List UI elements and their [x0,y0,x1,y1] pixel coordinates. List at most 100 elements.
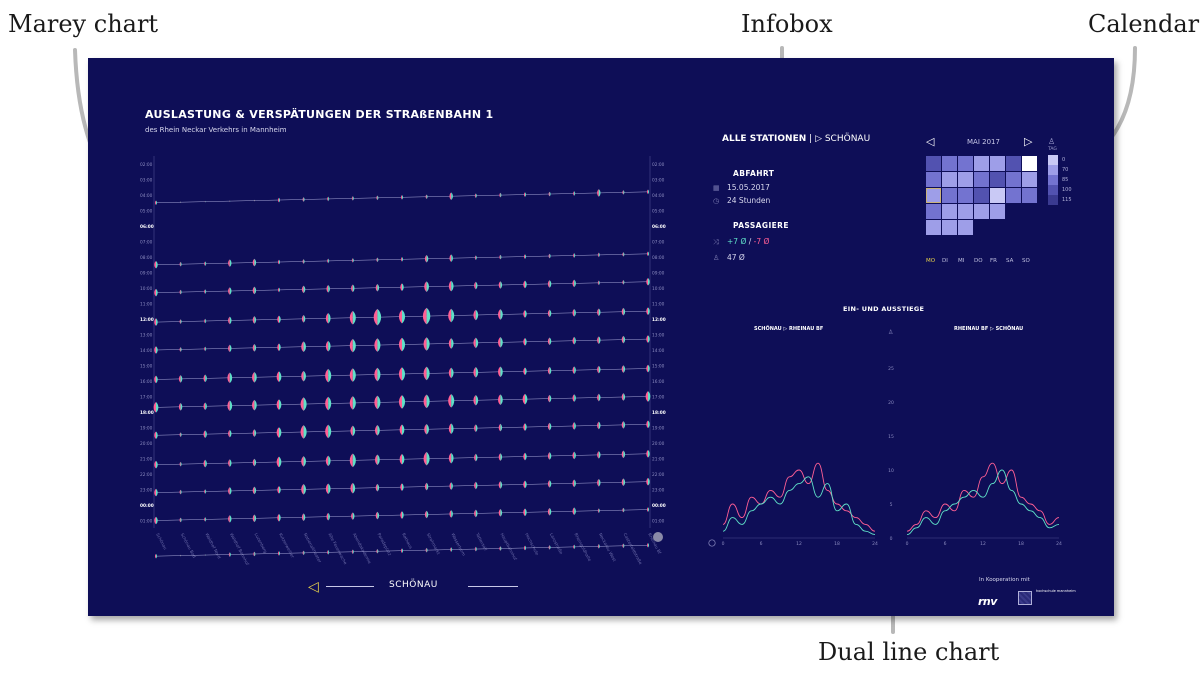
boarding-mark[interactable] [648,477,650,486]
boarding-mark[interactable] [254,371,257,383]
alighting-mark[interactable] [597,336,599,344]
alighting-mark[interactable] [277,513,279,522]
boarding-mark[interactable] [648,542,650,548]
alighting-mark[interactable] [154,375,156,384]
boarding-mark[interactable] [574,479,576,488]
alighting-mark[interactable] [621,450,624,459]
alighting-mark[interactable] [179,489,181,495]
boarding-mark[interactable] [451,510,453,518]
boarding-mark[interactable] [279,513,281,522]
boarding-mark[interactable] [549,480,552,488]
calendar-day-cell[interactable] [942,220,957,235]
alighting-mark[interactable] [228,287,230,295]
boarding-mark[interactable] [377,548,379,554]
alighting-mark[interactable] [473,394,476,406]
alighting-mark[interactable] [179,319,181,324]
alighting-mark[interactable] [597,451,599,459]
boarding-mark[interactable] [549,337,552,346]
boarding-mark[interactable] [500,309,503,320]
boarding-mark[interactable] [623,365,626,373]
boarding-mark[interactable] [623,279,625,285]
alighting-mark[interactable] [301,341,304,353]
boarding-mark[interactable] [525,393,528,405]
boarding-mark[interactable] [426,510,429,519]
boarding-mark[interactable] [648,420,650,429]
alighting-mark[interactable] [351,284,353,293]
alighting-mark[interactable] [154,460,156,469]
boarding-mark[interactable] [402,483,404,491]
alighting-mark[interactable] [325,340,329,352]
boarding-mark[interactable] [303,259,305,264]
alighting-mark[interactable] [448,338,452,349]
alighting-mark[interactable] [448,394,452,408]
boarding-mark[interactable] [328,196,330,202]
boarding-mark[interactable] [451,338,454,349]
boarding-mark[interactable] [574,366,576,374]
weekday-label[interactable]: DO [974,258,983,264]
boarding-mark[interactable] [426,194,428,200]
boarding-mark[interactable] [328,312,331,324]
calendar-day-cell[interactable] [974,156,989,171]
alighting-mark[interactable] [252,399,255,411]
alighting-mark[interactable] [252,286,255,295]
boarding-mark[interactable] [156,200,158,206]
boarding-mark[interactable] [254,429,257,437]
boarding-mark[interactable] [279,399,282,410]
dual-series-line[interactable] [906,469,1060,536]
boarding-mark[interactable] [229,372,233,384]
alighting-mark[interactable] [449,254,452,263]
boarding-mark[interactable] [205,402,207,411]
boarding-mark[interactable] [205,318,207,324]
alighting-mark[interactable] [349,310,353,325]
alighting-mark[interactable] [204,489,206,494]
weekday-label[interactable]: FR [990,258,997,264]
boarding-mark[interactable] [279,259,281,265]
alighting-mark[interactable] [572,507,575,516]
boarding-mark[interactable] [328,455,331,467]
boarding-mark[interactable] [623,252,625,257]
alighting-mark[interactable] [375,425,378,436]
boarding-mark[interactable] [254,486,257,495]
boarding-mark[interactable] [156,402,159,413]
boarding-mark[interactable] [402,194,404,200]
alighting-mark[interactable] [646,420,648,429]
alighting-mark[interactable] [325,312,329,324]
alighting-mark[interactable] [523,423,525,431]
boarding-mark[interactable] [598,336,601,344]
alighting-mark[interactable] [252,458,255,467]
boarding-mark[interactable] [303,397,307,411]
boarding-mark[interactable] [402,337,406,352]
boarding-mark[interactable] [549,452,552,460]
boarding-mark[interactable] [377,338,381,352]
calendar-day-cell[interactable] [942,204,957,219]
station-navigator[interactable]: ◁ SCHÖNAU [308,577,528,597]
boarding-mark[interactable] [549,394,552,403]
boarding-mark[interactable] [279,343,281,352]
boarding-mark[interactable] [402,309,406,324]
alighting-mark[interactable] [203,430,206,438]
alighting-mark[interactable] [424,510,427,519]
boarding-mark[interactable] [402,453,405,465]
alighting-mark[interactable] [622,279,624,285]
alighting-mark[interactable] [351,512,353,520]
boarding-mark[interactable] [279,371,282,383]
calendar-day-cell[interactable] [1006,188,1021,203]
boarding-mark[interactable] [598,421,601,430]
alighting-mark[interactable] [375,483,378,492]
boarding-mark[interactable] [229,515,232,523]
boarding-mark[interactable] [549,253,551,259]
alighting-mark[interactable] [572,336,575,345]
alighting-mark[interactable] [597,393,599,402]
boarding-mark[interactable] [279,315,281,324]
alighting-mark[interactable] [203,374,206,383]
boarding-mark[interactable] [451,254,453,263]
alighting-mark[interactable] [326,285,329,293]
alighting-mark[interactable] [646,542,648,548]
alighting-mark[interactable] [498,481,501,489]
alighting-mark[interactable] [448,367,452,379]
alighting-mark[interactable] [204,261,206,266]
boarding-mark[interactable] [648,307,650,315]
boarding-mark[interactable] [549,422,552,431]
alighting-mark[interactable] [300,397,304,411]
boarding-mark[interactable] [377,511,380,520]
